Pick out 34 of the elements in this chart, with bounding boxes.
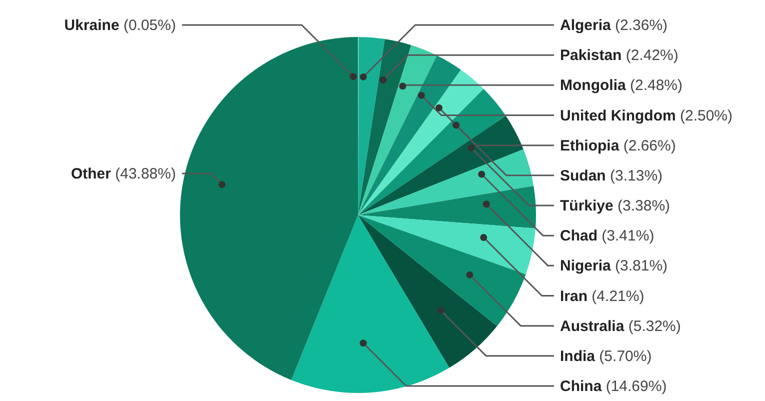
data-label: (2.42%): [622, 47, 678, 64]
slice-label: Sudan: [560, 167, 606, 184]
data-label: (2.48%): [626, 77, 683, 94]
slice-label: Nigeria: [560, 258, 612, 275]
pie-slice: [358, 37, 385, 215]
data-label: (4.21%): [588, 288, 644, 305]
slice-label: Australia: [560, 318, 625, 335]
slice-label: Türkiye: [560, 198, 614, 214]
data-label: (14.69%): [602, 378, 667, 395]
slice-label: Algeria: [560, 17, 612, 34]
data-label: (2.50%): [676, 107, 733, 124]
slice-label: India: [560, 348, 596, 365]
pie-slice: [291, 215, 450, 393]
slice-label: United Kingdom: [560, 107, 676, 124]
data-label: (3.38%): [613, 198, 670, 214]
data-label: (2.66%): [619, 137, 676, 154]
slice-label: China: [560, 378, 602, 395]
slice-label: Pakistan: [560, 47, 622, 64]
data-label: (43.88%): [110, 165, 176, 182]
data-label: (3.41%): [598, 228, 654, 245]
pie-slice: [358, 215, 536, 274]
slice-label: Mongolia: [560, 77, 626, 94]
slice-label: Iran: [560, 288, 588, 305]
slice-label: Ukraine: [64, 17, 120, 34]
slice-label: Other: [70, 165, 112, 182]
data-label: (3.81%): [610, 258, 668, 275]
slice-label: Chad: [560, 228, 598, 245]
data-label: (3.13%): [606, 167, 663, 184]
slice-label: Ethiopia: [560, 137, 620, 154]
data-label: (0.05%): [119, 17, 176, 34]
data-label: (2.36%): [610, 17, 668, 34]
pie-slice: [358, 70, 484, 215]
data-label: (5.32%): [624, 318, 681, 335]
data-label: (5.70%): [595, 348, 652, 365]
